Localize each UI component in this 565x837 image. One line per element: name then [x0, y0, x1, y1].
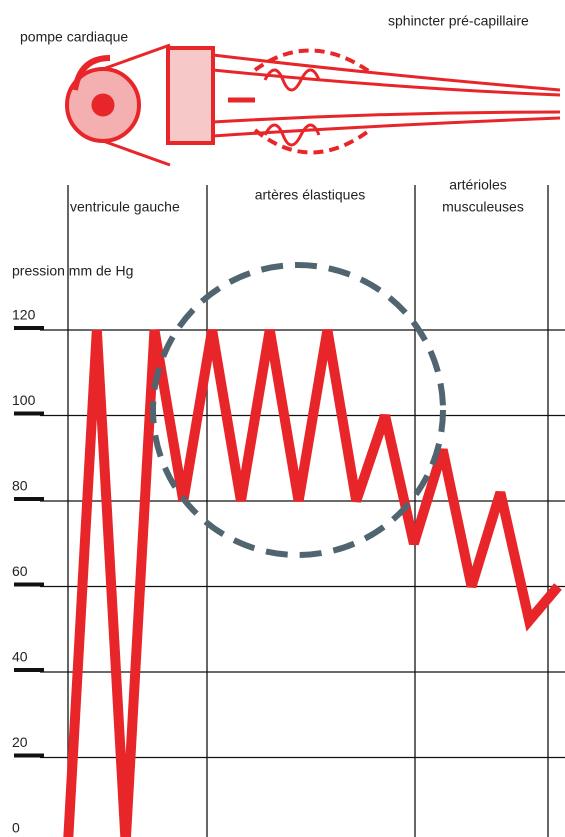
y-tick-label: 120 — [12, 307, 36, 323]
annotation: artères élastiques — [255, 187, 366, 203]
annotation: sphincter pré-capillaire — [388, 13, 529, 29]
annotation: pompe cardiaque — [20, 29, 128, 45]
y-tick-label: 100 — [12, 392, 36, 408]
y-tick-label: 0 — [12, 820, 20, 836]
circulation-drawing — [65, 43, 561, 167]
annotation: ventricule gauche — [70, 199, 180, 215]
highlight-circle — [150, 262, 446, 558]
annotation: musculeuses — [442, 199, 524, 215]
annotation: artérioles — [449, 177, 507, 193]
pressure-line — [63, 329, 562, 837]
y-axis-label: pression mm de Hg — [12, 263, 133, 279]
y-tick-label: 20 — [12, 734, 28, 750]
y-tick-label: 40 — [12, 649, 28, 665]
y-tick-label: 60 — [12, 563, 28, 579]
y-tick-label: 80 — [12, 478, 28, 494]
